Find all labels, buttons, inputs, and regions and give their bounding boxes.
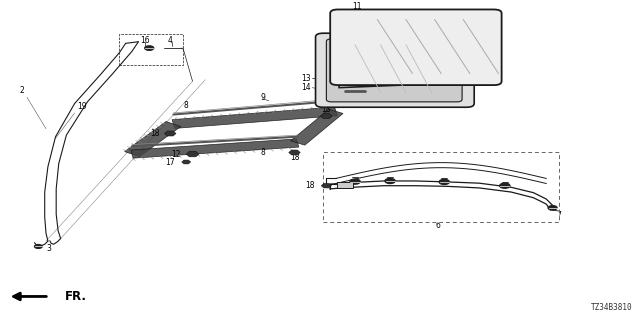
Polygon shape	[321, 184, 332, 188]
Text: 7: 7	[557, 211, 561, 220]
Circle shape	[548, 206, 557, 210]
Text: 16: 16	[501, 173, 511, 182]
Text: 9: 9	[260, 92, 265, 102]
Polygon shape	[336, 12, 495, 88]
Text: 4: 4	[168, 36, 173, 45]
Polygon shape	[291, 109, 343, 145]
Polygon shape	[131, 139, 299, 158]
Text: 1: 1	[325, 173, 330, 182]
Text: 15: 15	[342, 170, 352, 179]
Text: 3: 3	[47, 244, 52, 253]
Polygon shape	[186, 151, 199, 157]
Bar	[337, 182, 353, 188]
Circle shape	[500, 183, 510, 188]
Text: 16: 16	[385, 170, 395, 179]
Circle shape	[439, 180, 449, 184]
Text: 14: 14	[301, 83, 311, 92]
Polygon shape	[321, 114, 332, 119]
Text: 18: 18	[305, 181, 315, 190]
Text: 11: 11	[352, 3, 362, 12]
Text: 16: 16	[516, 179, 525, 188]
Bar	[323, 153, 559, 222]
Text: 18: 18	[290, 153, 300, 162]
Text: 8: 8	[184, 100, 189, 109]
Polygon shape	[182, 160, 191, 164]
Polygon shape	[164, 131, 176, 136]
Polygon shape	[125, 122, 181, 156]
Text: 18: 18	[150, 129, 159, 138]
Text: 13: 13	[301, 74, 311, 83]
Text: 10: 10	[333, 10, 342, 19]
Text: 12: 12	[172, 149, 181, 159]
Text: TZ34B3810: TZ34B3810	[591, 303, 632, 312]
Polygon shape	[289, 150, 300, 155]
FancyBboxPatch shape	[326, 39, 462, 102]
Polygon shape	[172, 107, 337, 128]
Text: 5: 5	[335, 188, 340, 197]
FancyBboxPatch shape	[330, 10, 502, 85]
Text: 2: 2	[19, 86, 24, 95]
Text: 19: 19	[77, 102, 87, 111]
Circle shape	[385, 179, 395, 183]
FancyBboxPatch shape	[316, 33, 474, 107]
Circle shape	[145, 46, 154, 50]
Circle shape	[35, 244, 42, 248]
Text: FR.: FR.	[65, 290, 87, 303]
Text: 16: 16	[140, 36, 150, 45]
Circle shape	[350, 179, 360, 184]
Text: 18: 18	[322, 105, 331, 114]
Text: 17: 17	[165, 158, 175, 167]
Text: 16: 16	[411, 170, 420, 179]
Text: 6: 6	[435, 221, 440, 230]
Text: 8: 8	[260, 148, 265, 157]
